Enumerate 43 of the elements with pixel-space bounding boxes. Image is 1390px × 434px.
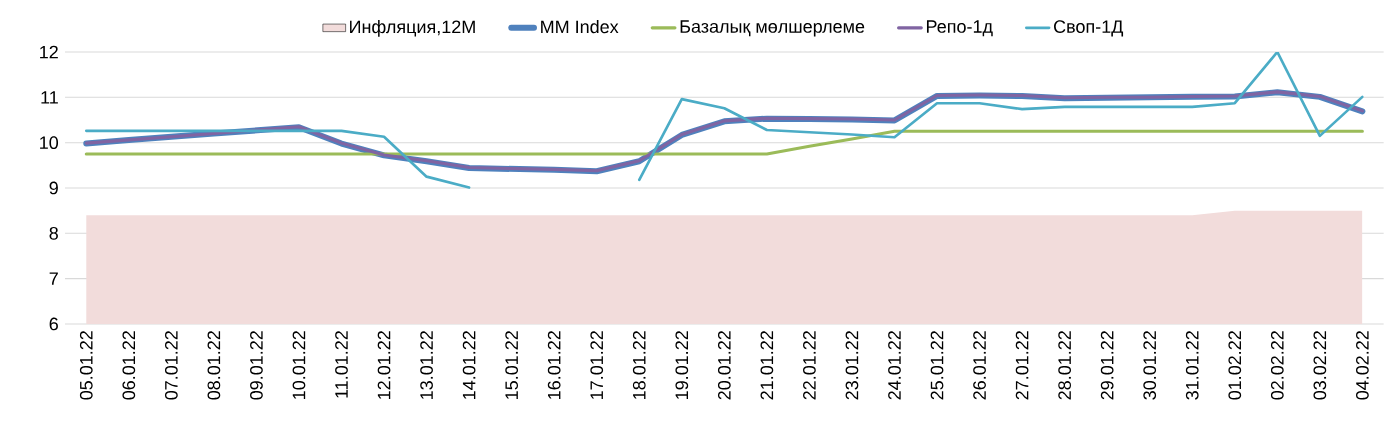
- y-tick-label: 6: [49, 317, 58, 331]
- x-tick-label: 04.02.22: [1356, 331, 1369, 400]
- x-tick-label: 13.01.22: [420, 331, 433, 399]
- x-tick-label: 08.01.22: [207, 331, 221, 400]
- y-tick-label: 9: [49, 181, 58, 195]
- x-tick-label: 21.01.22: [760, 331, 774, 400]
- x-tick-label: 05.01.22: [79, 331, 93, 400]
- legend-label: Своп-1Д: [1054, 20, 1124, 37]
- x-tick-label: 28.01.22: [1058, 331, 1071, 400]
- x-tick-label: 31.01.22: [1185, 331, 1199, 400]
- y-tick-label: 8: [49, 226, 58, 240]
- x-tick-label: 29.01.22: [1100, 331, 1114, 400]
- y-tick-label: 12: [40, 45, 58, 59]
- y-tick-label: 10: [40, 136, 59, 150]
- x-tick-label: 30.01.22: [1143, 331, 1157, 400]
- x-tick-label: 26.01.22: [973, 331, 986, 400]
- x-tick-label: 09.01.22: [250, 331, 263, 400]
- x-tick-label: 27.01.22: [1015, 331, 1029, 400]
- x-tick-label: 17.01.22: [590, 331, 604, 399]
- x-tick-label: 01.02.22: [1228, 331, 1242, 400]
- x-tick-label: 03.02.22: [1313, 331, 1327, 400]
- x-tick-label: 06.01.22: [122, 331, 136, 400]
- x-tick-label: 12.01.22: [377, 331, 391, 399]
- x-tick-label: 18.01.22: [632, 331, 646, 399]
- legend-label: Базалық мөлшерлеме: [680, 20, 865, 37]
- legend-label: MM Index: [541, 19, 619, 34]
- x-tick-label: 23.01.22: [845, 331, 859, 400]
- x-tick-label: 10.01.22: [292, 331, 306, 399]
- y-tick-label: 11: [41, 91, 58, 104]
- legend-label: Инфляция,12М: [350, 19, 475, 37]
- x-tick-label: 22.01.22: [803, 331, 816, 400]
- x-tick-label: 07.01.22: [164, 331, 178, 400]
- x-tick-label: 24.01.22: [888, 331, 901, 400]
- legend-label: Репо-1д: [926, 20, 993, 37]
- x-tick-label: 02.02.22: [1270, 331, 1284, 400]
- x-tick-label: 11.01.22: [335, 331, 348, 398]
- x-tick-label: 15.01.22: [505, 331, 519, 399]
- x-tick-label: 20.01.22: [717, 331, 731, 400]
- x-tick-label: 25.01.22: [930, 331, 944, 400]
- x-tick-label: 16.01.22: [547, 331, 561, 399]
- x-tick-label: 19.01.22: [675, 331, 689, 399]
- y-tick-label: 7: [49, 272, 58, 285]
- x-tick-label: 14.01.22: [462, 331, 476, 399]
